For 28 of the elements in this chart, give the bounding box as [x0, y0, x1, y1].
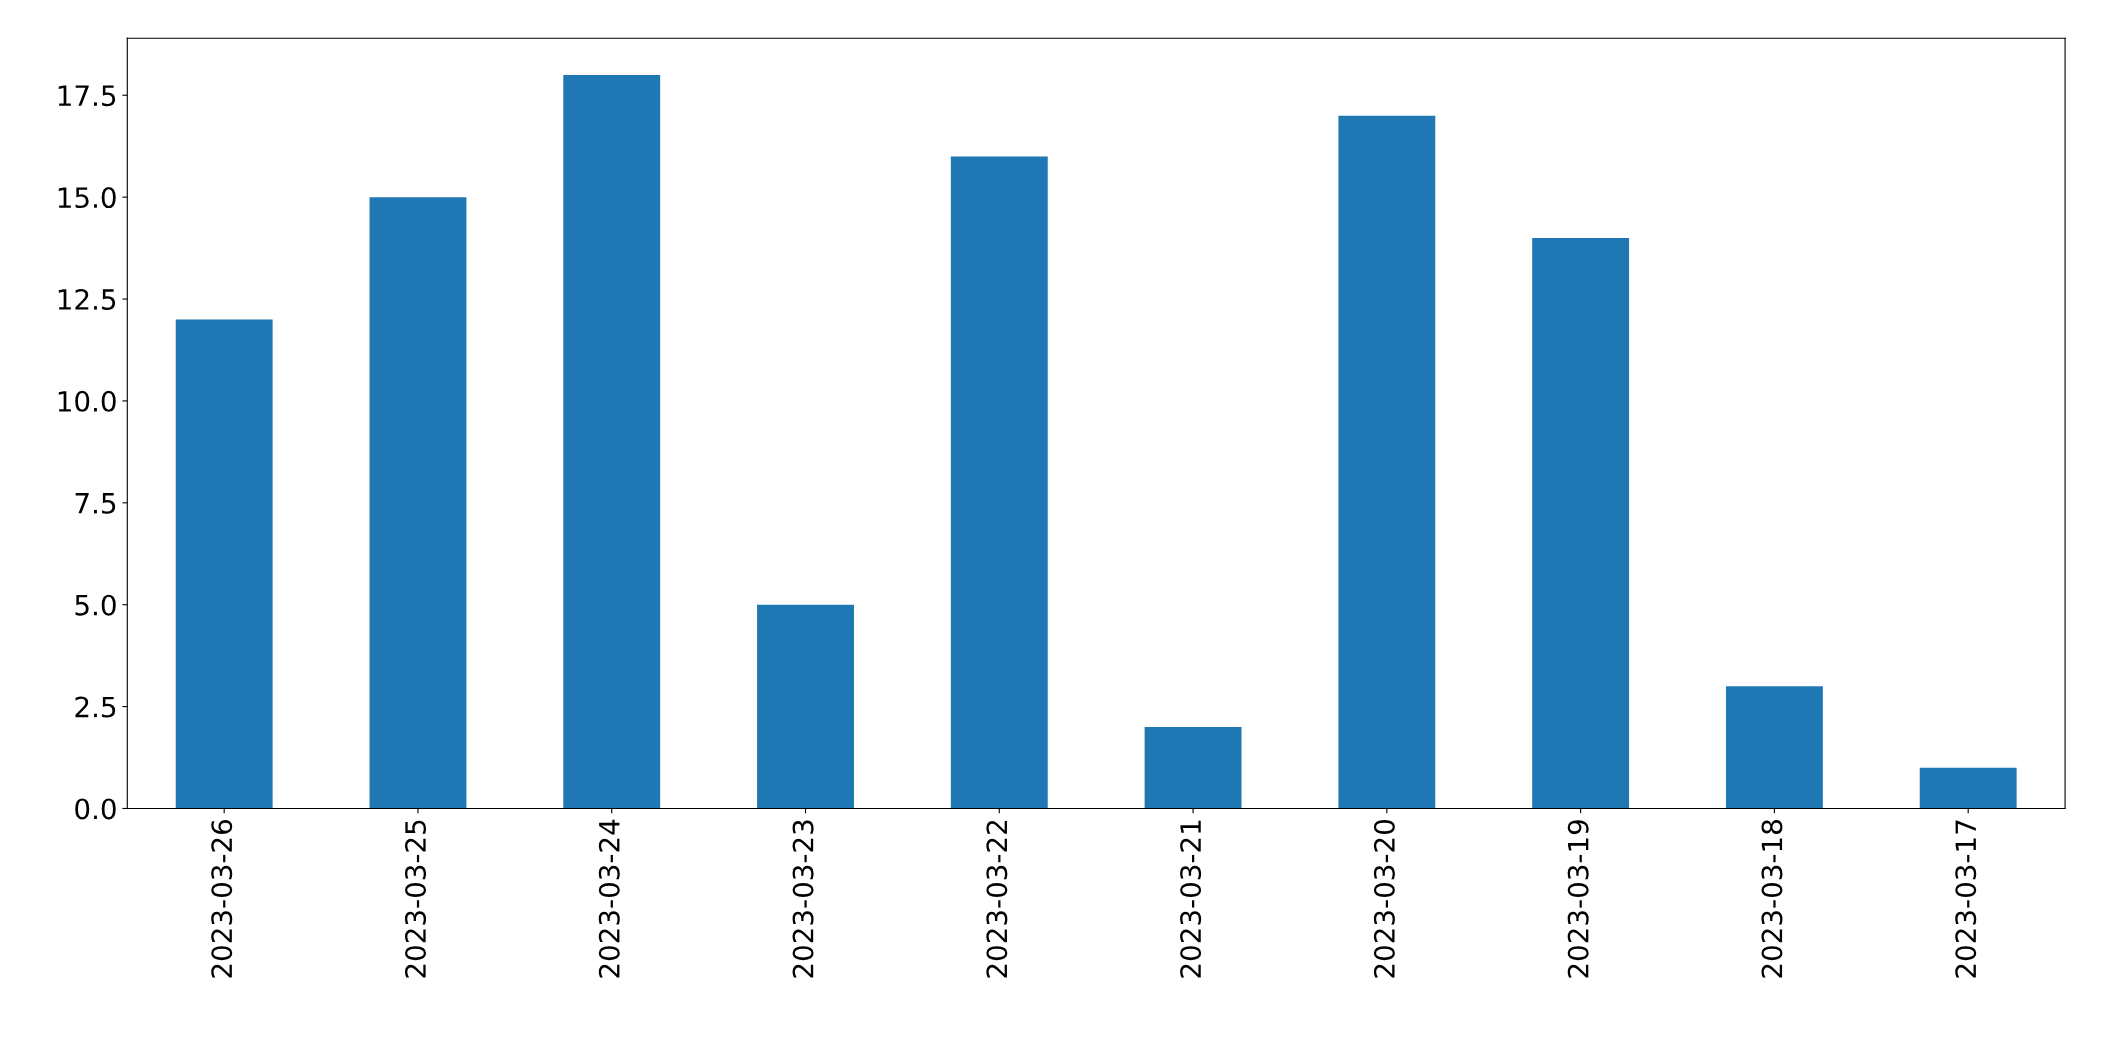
y-tick-label: 10.0 — [58, 390, 116, 412]
bar — [1725, 686, 1823, 809]
bar — [757, 604, 854, 809]
bar — [1338, 115, 1436, 809]
bar — [1144, 726, 1242, 809]
bar — [1532, 237, 1630, 809]
bar — [1919, 767, 2017, 809]
y-tick-label: 7.5 — [75, 493, 116, 514]
y-tick-label: 0.0 — [75, 798, 116, 820]
y-tick-label: 12.5 — [58, 288, 116, 310]
x-tick-label: 2023-03-19 — [1567, 820, 1589, 978]
y-tick-label: 2.5 — [75, 696, 116, 718]
x-tick-label: 2023-03-20 — [1373, 820, 1395, 978]
y-tick-label: 17.5 — [58, 85, 116, 107]
bar — [175, 319, 273, 809]
x-tick-label: 2023-03-22 — [986, 820, 1008, 978]
x-tick-label: 2023-03-23 — [792, 820, 814, 978]
x-tick-label: 2023-03-21 — [1180, 820, 1202, 978]
y-tick-label: 15.0 — [58, 187, 116, 209]
x-tick-label: 2023-03-25 — [405, 820, 427, 978]
x-tick-label: 2023-03-26 — [211, 819, 233, 978]
y-tick-label: 5.0 — [75, 594, 116, 616]
bar — [369, 197, 467, 809]
bar — [950, 156, 1048, 809]
x-tick-label: 2023-03-17 — [1955, 820, 1977, 978]
x-tick-label: 2023-03-24 — [598, 819, 620, 978]
bar — [563, 74, 661, 809]
x-tick-label: 2023-03-18 — [1761, 820, 1783, 978]
